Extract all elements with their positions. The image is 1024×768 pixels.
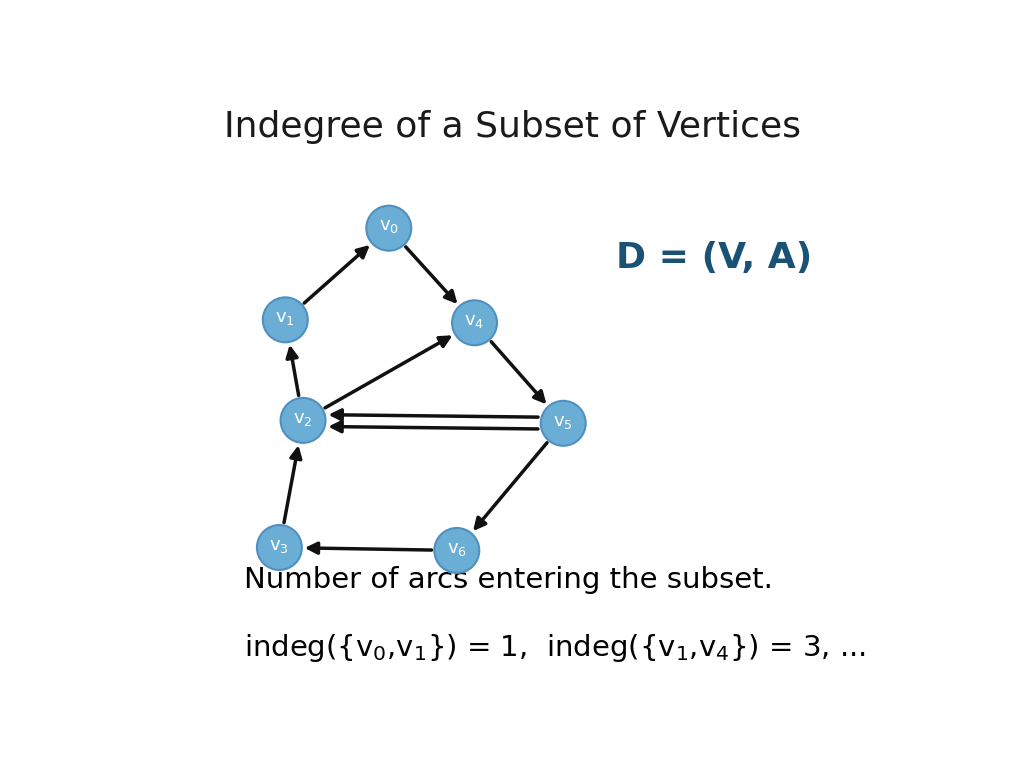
Circle shape <box>263 297 308 343</box>
Text: Number of arcs entering the subset.: Number of arcs entering the subset. <box>244 566 773 594</box>
Text: indeg({v$_0$,v$_1$}) = 1,  indeg({v$_1$,v$_4$}) = 3, ...: indeg({v$_0$,v$_1$}) = 1, indeg({v$_1$,v… <box>244 632 866 664</box>
Text: D = (V, A): D = (V, A) <box>615 240 812 275</box>
Text: Indegree of a Subset of Vertices: Indegree of a Subset of Vertices <box>224 110 802 144</box>
Text: v$_{1}$: v$_{1}$ <box>275 309 295 327</box>
Circle shape <box>367 206 412 250</box>
Circle shape <box>281 398 326 443</box>
Circle shape <box>434 528 479 573</box>
Circle shape <box>257 525 302 570</box>
Circle shape <box>541 401 586 445</box>
Text: v$_{3}$: v$_{3}$ <box>269 537 289 554</box>
Text: v$_{5}$: v$_{5}$ <box>553 412 573 431</box>
Text: v$_{6}$: v$_{6}$ <box>446 540 467 558</box>
Circle shape <box>452 300 497 346</box>
Text: v$_{0}$: v$_{0}$ <box>379 217 398 236</box>
Text: v$_{4}$: v$_{4}$ <box>465 312 484 330</box>
Text: v$_{2}$: v$_{2}$ <box>293 409 312 428</box>
